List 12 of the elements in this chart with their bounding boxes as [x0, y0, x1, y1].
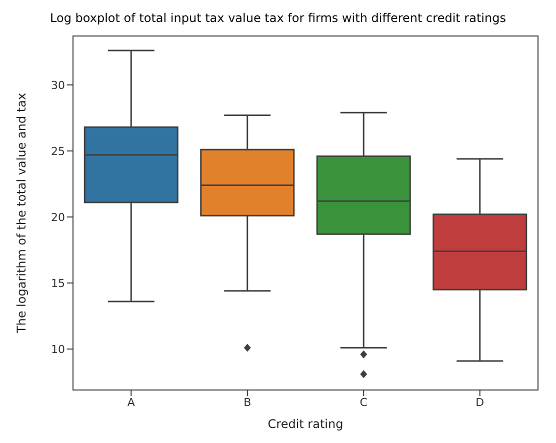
y-tick-label: 10 — [51, 342, 65, 356]
x-tick-label: C — [360, 396, 368, 409]
chart-title: Log boxplot of total input tax value tax for firms with different credit ratings — [49, 10, 507, 27]
y-tick-label: 25 — [51, 144, 65, 158]
y-tick-label: 20 — [51, 210, 65, 224]
x-tick-label: D — [476, 396, 484, 409]
y-tick-label: 15 — [51, 276, 65, 290]
x-tick-label: A — [127, 396, 136, 409]
y-tick-label: 30 — [51, 78, 65, 92]
x-tick-label: B — [244, 396, 252, 409]
x-axis-title: Credit rating — [268, 417, 344, 431]
y-axis-title: The logarithm of the total value and tax — [14, 92, 28, 334]
